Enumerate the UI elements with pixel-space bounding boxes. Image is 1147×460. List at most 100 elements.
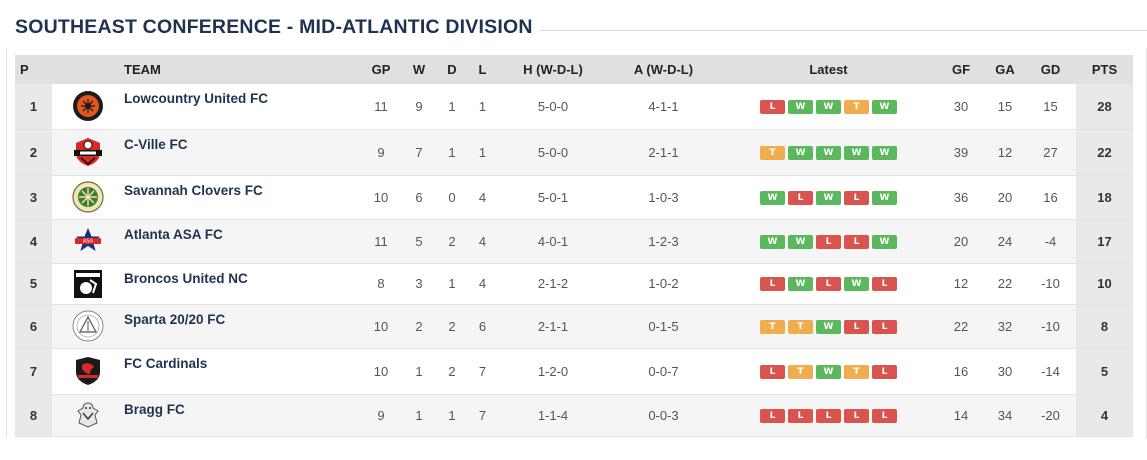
- header-away[interactable]: A (W-D-L): [607, 55, 720, 84]
- team-name-link[interactable]: FC Cardinals: [124, 355, 208, 371]
- result-badge[interactable]: L: [844, 408, 869, 423]
- header-l[interactable]: L: [466, 55, 499, 84]
- atlanta-team-logo-icon[interactable]: ASA: [72, 225, 104, 257]
- team-name-link[interactable]: C-Ville FC: [124, 136, 188, 152]
- result-badge[interactable]: T: [760, 145, 785, 160]
- table-row[interactable]: 4 ASA Atlanta ASA FC 11 5 2 4 4-0-1 1-2-…: [15, 219, 1133, 264]
- header-team[interactable]: TEAM: [124, 55, 362, 84]
- result-badge[interactable]: L: [816, 277, 841, 292]
- result-badge[interactable]: L: [788, 190, 813, 205]
- result-badge[interactable]: W: [816, 145, 841, 160]
- result-badge[interactable]: T: [788, 364, 813, 379]
- header-w[interactable]: W: [400, 55, 438, 84]
- result-badge[interactable]: W: [816, 364, 841, 379]
- result-badge[interactable]: W: [760, 190, 785, 205]
- header-pts[interactable]: PTS: [1076, 55, 1133, 84]
- points-cell: 10: [1076, 263, 1133, 305]
- table-row[interactable]: 1 Lowcountry United FC 11 9 1 1 5-0-0 4-…: [15, 84, 1133, 130]
- result-badge[interactable]: W: [844, 145, 869, 160]
- away-record-cell: 0-1-5: [607, 304, 720, 349]
- result-badge[interactable]: T: [760, 319, 785, 334]
- bragg-team-logo-icon[interactable]: [72, 399, 104, 431]
- header-ga[interactable]: GA: [985, 55, 1025, 84]
- points-cell: 8: [1076, 304, 1133, 349]
- team-name-link[interactable]: Savannah Clovers FC: [124, 182, 263, 198]
- table-row[interactable]: 6 Sparta 20/20 FC 10 2 2 6 2-1-1 0-1-5 T…: [15, 304, 1133, 349]
- losses-cell: 7: [466, 348, 499, 395]
- sparta-team-logo-icon[interactable]: [72, 310, 104, 342]
- points-cell: 4: [1076, 394, 1133, 437]
- result-badge[interactable]: L: [760, 100, 785, 115]
- table-row[interactable]: 5 Broncos United NC 8 3 1 4 2-1-2 1-0-2 …: [15, 263, 1133, 305]
- result-badge[interactable]: L: [816, 408, 841, 423]
- lowcountry-team-logo-icon[interactable]: [72, 90, 104, 122]
- header-gp[interactable]: GP: [362, 55, 400, 84]
- gd-cell: -10: [1025, 304, 1076, 349]
- team-cell: FC Cardinals: [124, 348, 362, 395]
- header-pos[interactable]: P: [15, 55, 52, 84]
- result-badge[interactable]: L: [844, 234, 869, 249]
- result-badge[interactable]: L: [816, 234, 841, 249]
- ga-cell: 32: [985, 304, 1025, 349]
- header-gd[interactable]: GD: [1025, 55, 1076, 84]
- gp-cell: 9: [362, 394, 400, 437]
- result-badge[interactable]: L: [872, 277, 897, 292]
- standings-table: P TEAM GP W D L H (W-D-L) A (W-D-L) Late…: [15, 55, 1133, 437]
- header-gf[interactable]: GF: [937, 55, 985, 84]
- header-latest[interactable]: Latest: [720, 55, 937, 84]
- result-badge[interactable]: W: [872, 190, 897, 205]
- result-badge[interactable]: L: [872, 408, 897, 423]
- result-badge[interactable]: L: [760, 277, 785, 292]
- result-badge[interactable]: W: [844, 277, 869, 292]
- result-badge[interactable]: L: [760, 364, 785, 379]
- result-badge[interactable]: W: [788, 277, 813, 292]
- result-badge[interactable]: T: [788, 319, 813, 334]
- points-cell: 28: [1076, 84, 1133, 130]
- team-name-link[interactable]: Atlanta ASA FC: [124, 226, 223, 242]
- team-name-link[interactable]: Sparta 20/20 FC: [124, 311, 226, 327]
- result-badge[interactable]: W: [788, 145, 813, 160]
- result-badge[interactable]: L: [872, 364, 897, 379]
- result-badge[interactable]: W: [816, 319, 841, 334]
- result-badge[interactable]: L: [844, 190, 869, 205]
- result-badge[interactable]: T: [844, 364, 869, 379]
- result-badge[interactable]: W: [872, 234, 897, 249]
- result-badge[interactable]: W: [788, 100, 813, 115]
- team-name-link[interactable]: Bragg FC: [124, 401, 185, 417]
- result-badge[interactable]: W: [872, 100, 897, 115]
- result-badge[interactable]: W: [816, 190, 841, 205]
- cardinals-team-logo-icon[interactable]: [72, 355, 104, 387]
- header-row: P TEAM GP W D L H (W-D-L) A (W-D-L) Late…: [15, 55, 1133, 84]
- broncos-team-logo-icon[interactable]: [72, 268, 104, 300]
- result-badge[interactable]: W: [788, 234, 813, 249]
- result-badge[interactable]: L: [760, 408, 785, 423]
- result-badge[interactable]: L: [872, 319, 897, 334]
- draws-cell: 2: [438, 219, 466, 264]
- draws-cell: 1: [438, 84, 466, 130]
- team-logo-cell: [52, 84, 124, 130]
- home-record-cell: 5-0-1: [499, 175, 607, 220]
- result-badge[interactable]: W: [816, 100, 841, 115]
- header-home[interactable]: H (W-D-L): [499, 55, 607, 84]
- header-d[interactable]: D: [438, 55, 466, 84]
- home-record-cell: 4-0-1: [499, 219, 607, 264]
- savannah-team-logo-icon[interactable]: [72, 181, 104, 213]
- result-badge[interactable]: W: [760, 234, 785, 249]
- team-name-link[interactable]: Broncos United NC: [124, 270, 248, 286]
- result-badge[interactable]: T: [844, 100, 869, 115]
- result-badge[interactable]: L: [844, 319, 869, 334]
- result-badge[interactable]: W: [872, 145, 897, 160]
- result-badge[interactable]: L: [788, 408, 813, 423]
- team-name-link[interactable]: Lowcountry United FC: [124, 91, 268, 106]
- cville-team-logo-icon[interactable]: [72, 136, 104, 168]
- team-cell: C-Ville FC: [124, 129, 362, 176]
- table-row[interactable]: 3 Savannah Clovers FC 10 6 0 4 5-0-1 1-0…: [15, 175, 1133, 220]
- losses-cell: 6: [466, 304, 499, 349]
